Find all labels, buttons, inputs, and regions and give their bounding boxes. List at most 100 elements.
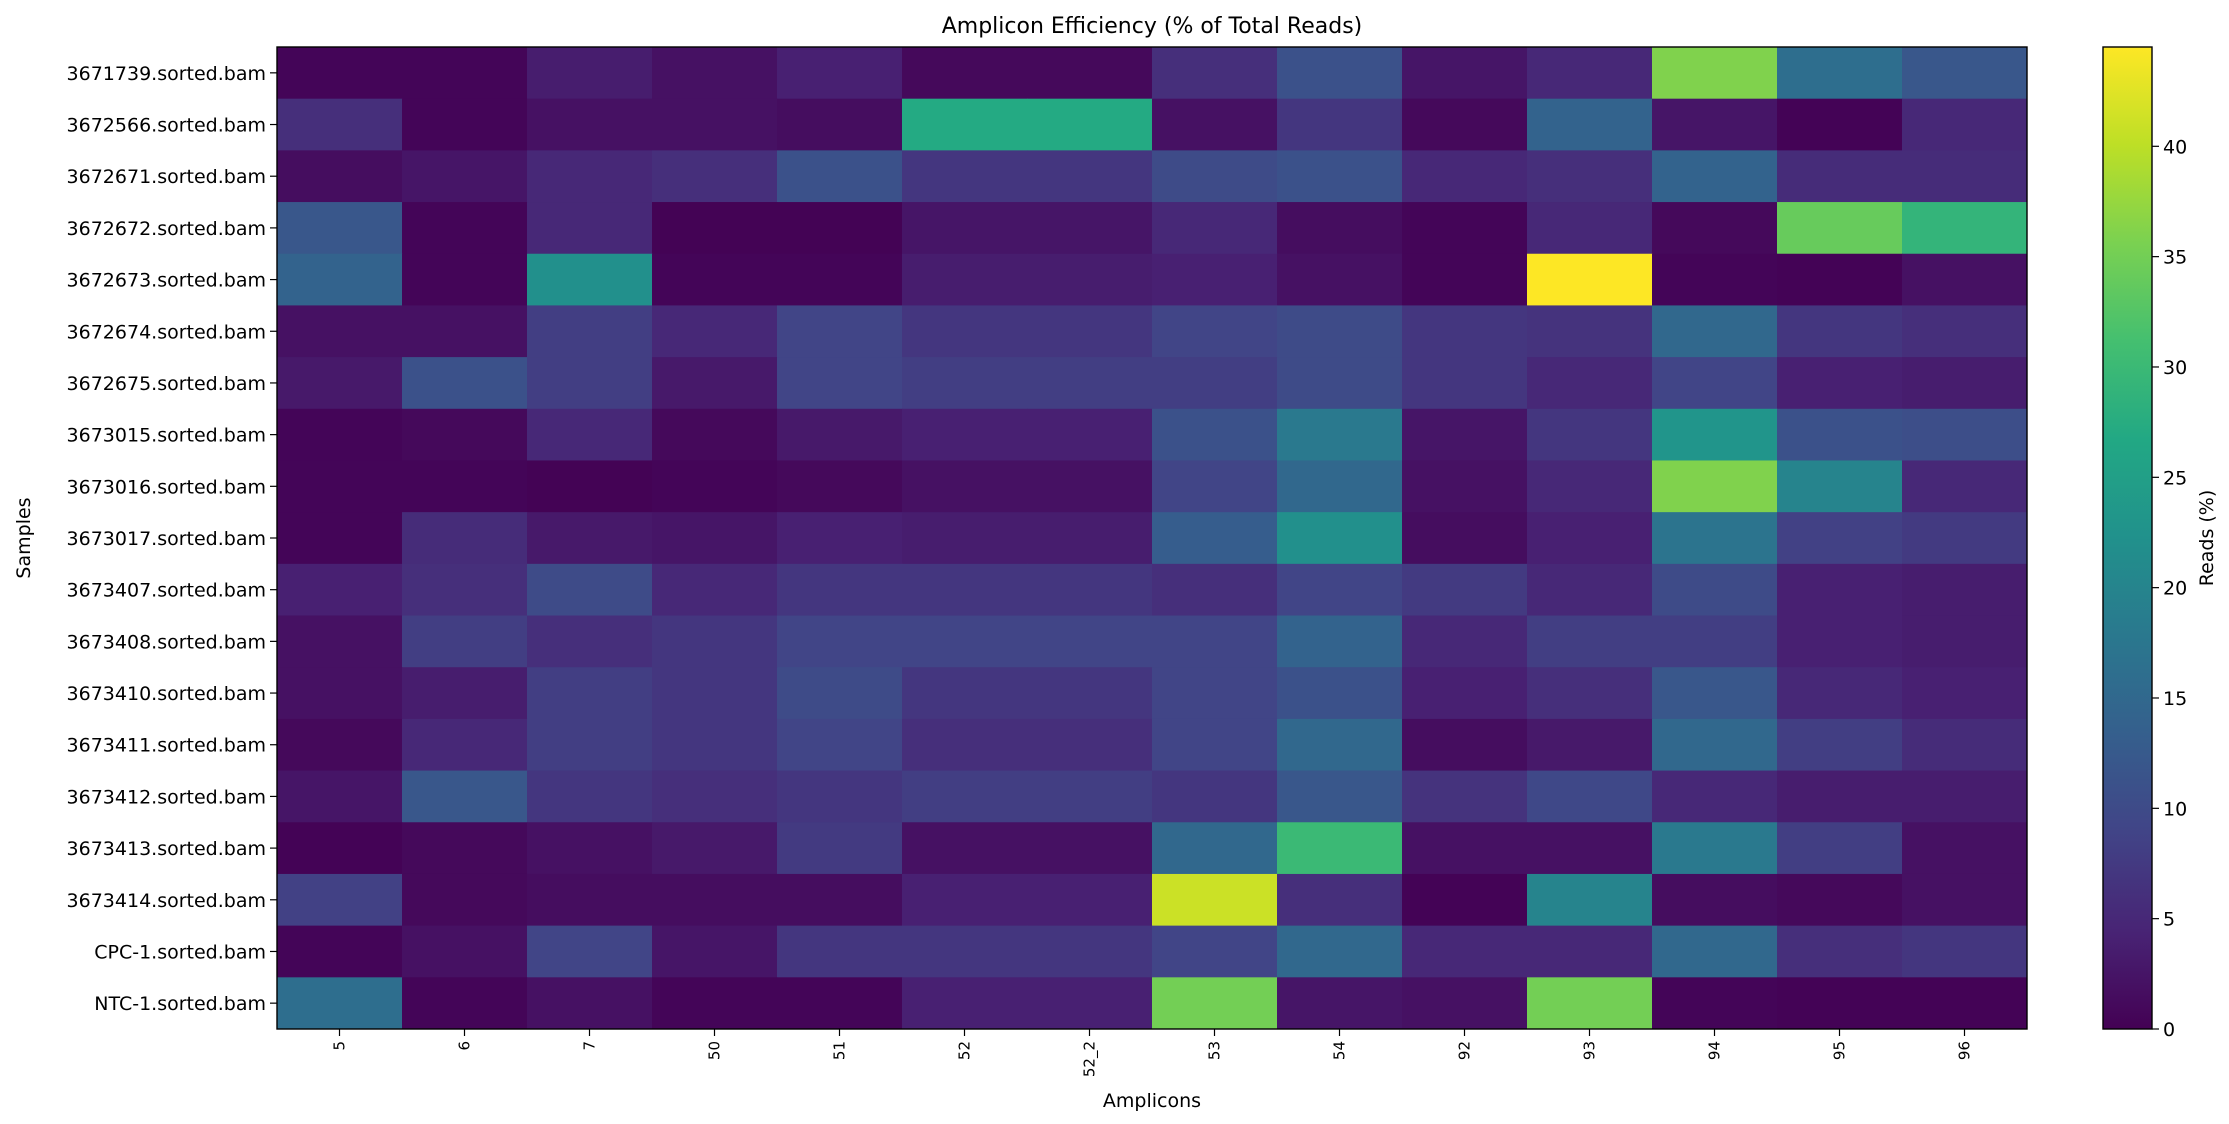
heatmap-cell [652,305,778,358]
heatmap-cell [1652,615,1778,668]
heatmap-cell [1527,98,1653,151]
heatmap-cell [1152,460,1278,513]
heatmap-cell [402,667,528,720]
heatmap-cell [1027,977,1153,1030]
colorbar-tick-label: 0 [2163,1019,2175,1041]
heatmap-cell [652,460,778,513]
heatmap-cell [1277,253,1403,306]
colorbar-tick-label: 10 [2163,798,2187,820]
heatmap-cell [1277,563,1403,617]
x-tick-label: 6 [456,1041,474,1051]
heatmap-cell [652,770,778,823]
heatmap-cell [1277,408,1403,461]
heatmap-cell [402,770,528,823]
heatmap-cell [777,408,903,461]
heatmap-cell [1902,512,2028,565]
heatmap-cell [902,615,1028,668]
heatmap-cell [402,460,528,513]
y-axis-label: Samples [13,497,35,578]
colorbar-tick-label: 25 [2163,467,2187,489]
colorbar [2103,47,2152,1029]
heatmap-cell [527,873,653,927]
heatmap-cell [402,47,528,100]
heatmap-cell [652,977,778,1030]
heatmap-cell [1152,253,1278,306]
heatmap-cell [1152,873,1278,927]
y-tick-label: CPC-1.sorted.bam [94,941,266,963]
x-tick-label: 52 [956,1041,974,1060]
x-axis-label: Amplicons [1103,1090,1201,1112]
heatmap-cell [1027,408,1153,461]
heatmap-cell [277,770,403,823]
heatmap-cell [652,667,778,720]
heatmap-cell [1402,98,1528,151]
heatmap-cell [652,98,778,151]
heatmap-cell [277,873,403,927]
heatmap-cell [1527,873,1653,927]
heatmap-cell [277,150,403,203]
heatmap-cell [652,925,778,978]
heatmap-cell [1152,977,1278,1030]
heatmap-cell [527,925,653,978]
heatmap-cell [1277,977,1403,1030]
heatmap-cell [1902,977,2028,1030]
heatmap-cell [1652,667,1778,720]
heatmap-cell [652,563,778,617]
heatmap-cell [1527,718,1653,772]
heatmap-cell [1277,873,1403,927]
heatmap-cell [527,667,653,720]
heatmap-cell [527,977,653,1030]
heatmap-cell [1777,563,1903,617]
heatmap-cell [1027,873,1153,927]
heatmap-cell [1277,822,1403,875]
heatmap-cell [1902,615,2028,668]
heatmap-cell [777,150,903,203]
x-tick-label: 93 [1581,1041,1599,1060]
heatmap-cell [1777,925,1903,978]
heatmap-cell [902,47,1028,100]
heatmap-cell [902,150,1028,203]
heatmap-cell [1277,770,1403,823]
heatmap-cell [277,202,403,255]
x-tick-label: 5 [331,1041,349,1051]
y-tick-label: 3673412.sorted.bam [67,786,266,808]
heatmap-cell [527,408,653,461]
heatmap-cell [1027,202,1153,255]
heatmap-cell [652,150,778,203]
heatmap-cell [777,357,903,410]
heatmap-cell [1777,408,1903,461]
heatmap-cell [527,47,653,100]
heatmap-cell [402,408,528,461]
heatmap-cell [402,202,528,255]
heatmap-cell [527,563,653,617]
heatmap-cell [1027,770,1153,823]
y-tick-label: 3672672.sorted.bam [67,218,266,240]
y-tick-label: 3673410.sorted.bam [67,683,266,705]
heatmap-cell [527,98,653,151]
heatmap-cell [1527,822,1653,875]
heatmap-cell [402,615,528,668]
heatmap-cell [1027,357,1153,410]
heatmap-cell [1527,202,1653,255]
y-tick-label: 3673414.sorted.bam [67,890,266,912]
x-axis-ticks: 5 6 7 50 51 52 52_2 53 54 92 93 94 95 96 [331,1029,1974,1077]
heatmap-cell [1402,822,1528,875]
heatmap-cell [402,822,528,875]
heatmap-cell [1652,563,1778,617]
heatmap-cell [1652,47,1778,100]
heatmap-cell [777,822,903,875]
heatmap-cell [1527,770,1653,823]
heatmap-cell [1902,873,2028,927]
y-tick-label: 3672674.sorted.bam [67,321,266,343]
heatmap-cell [777,202,903,255]
heatmap-cell [902,667,1028,720]
heatmap-cells [277,47,2028,1030]
heatmap-cell [527,357,653,410]
y-tick-label: 3671739.sorted.bam [67,63,266,85]
heatmap-cell [902,408,1028,461]
heatmap-cell [652,408,778,461]
heatmap-cell [1777,512,1903,565]
heatmap-cell [1277,460,1403,513]
heatmap-cell [277,667,403,720]
heatmap-cell [1402,253,1528,306]
